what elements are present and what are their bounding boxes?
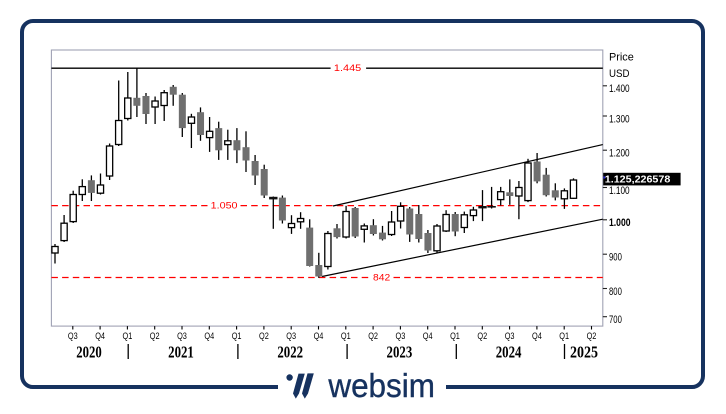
svg-text:2020: 2020 [76, 342, 102, 361]
svg-text:Q1: Q1 [341, 331, 351, 341]
svg-text:1.300: 1.300 [609, 113, 630, 125]
svg-text:1.125,226578: 1.125,226578 [605, 174, 671, 186]
svg-text:Q1: Q1 [123, 331, 133, 341]
svg-text:Q2: Q2 [259, 331, 269, 341]
svg-text:Q3: Q3 [68, 331, 78, 341]
svg-text:900: 900 [609, 252, 622, 264]
svg-text:Q4: Q4 [204, 331, 214, 341]
svg-text:1.445: 1.445 [334, 63, 361, 73]
svg-text:websim: websim [327, 367, 434, 404]
svg-text:Q2: Q2 [477, 331, 487, 341]
svg-text:1.200: 1.200 [609, 148, 630, 160]
svg-text:800: 800 [609, 286, 622, 298]
svg-text:Q3: Q3 [396, 331, 406, 341]
svg-text:1.000: 1.000 [609, 217, 631, 229]
svg-text:Q2: Q2 [587, 331, 597, 341]
svg-text:Q4: Q4 [532, 331, 542, 341]
svg-text:Q1: Q1 [559, 331, 569, 341]
svg-text:2022: 2022 [277, 342, 303, 361]
svg-text:Q2: Q2 [150, 331, 160, 341]
svg-text:Q1: Q1 [232, 331, 242, 341]
svg-text:Q2: Q2 [368, 331, 378, 341]
svg-text:Q4: Q4 [95, 331, 105, 341]
svg-text:1.050: 1.050 [211, 201, 238, 211]
svg-text:1.100: 1.100 [609, 185, 630, 197]
svg-text:2024: 2024 [496, 342, 522, 361]
svg-text:Q3: Q3 [286, 331, 296, 341]
svg-text:Q4: Q4 [314, 331, 324, 341]
svg-text:2025: 2025 [570, 342, 598, 361]
svg-text:Q3: Q3 [505, 331, 515, 341]
svg-text:Q1: Q1 [450, 331, 460, 341]
svg-text:Price: Price [609, 52, 634, 64]
svg-text:Q3: Q3 [177, 331, 187, 341]
svg-text:700: 700 [609, 314, 622, 326]
svg-text:842: 842 [373, 273, 390, 283]
svg-text:Q4: Q4 [423, 331, 433, 341]
svg-text:2021: 2021 [168, 342, 194, 361]
svg-text:USD: USD [609, 68, 630, 80]
svg-text:1.400: 1.400 [609, 83, 630, 95]
svg-text:2023: 2023 [387, 342, 413, 361]
